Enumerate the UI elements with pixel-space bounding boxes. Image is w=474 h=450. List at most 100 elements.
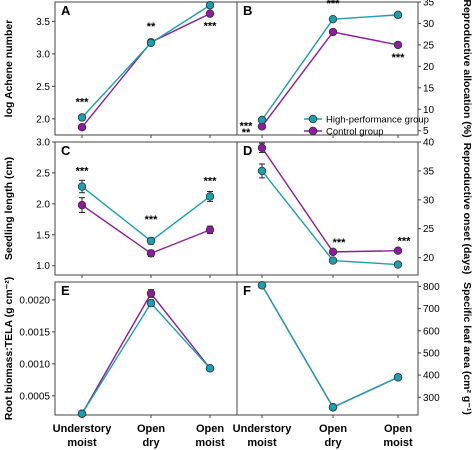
y-tick-label: 400 — [423, 371, 440, 382]
data-point-control — [146, 249, 156, 258]
y-tick-label: 25 — [423, 40, 435, 51]
y-tick-label: 2.0 — [36, 114, 50, 125]
y-tick-label: 35 — [423, 0, 435, 9]
panel-E: E 0.0005 0.0010 0.0015 0.0020 Root biomass:TE… — [3, 277, 238, 420]
significance-stars: *** — [392, 52, 406, 64]
panel-label-B: B — [243, 3, 252, 18]
panel-label-E: E — [61, 283, 70, 298]
data-point-high — [205, 364, 215, 373]
data-point-high — [146, 298, 156, 308]
x-tick-label: moist — [247, 437, 277, 449]
significance-stars: *** — [398, 236, 412, 248]
series-line-control — [81, 204, 211, 255]
y-tick-label: 3.0 — [36, 138, 50, 149]
y-tick-label: 300 — [423, 393, 440, 404]
x-tick-label: dry — [142, 437, 160, 449]
y-tick-label: 3.0 — [36, 49, 50, 60]
legend-label-high: High-performance group — [326, 115, 429, 126]
legend-marker-high — [308, 114, 318, 124]
data-point-control — [77, 200, 87, 210]
panel-C: C 1.0 1.5 2.0 2.5 3.0 Seedling length (cm) *** *… — [3, 138, 238, 278]
data-point-high — [77, 113, 87, 122]
data-point-high — [257, 115, 267, 125]
data-point-high — [146, 38, 156, 48]
data-point-control — [393, 40, 403, 50]
significance-stars: *** — [76, 96, 90, 108]
data-point-high — [146, 236, 156, 246]
data-point-high — [205, 1, 215, 10]
data-point-control — [393, 246, 403, 255]
legend-label-control: Control group — [326, 127, 384, 138]
series-line-high — [261, 284, 399, 409]
data-point-high — [77, 409, 87, 418]
y-tick-label: 40 — [423, 138, 435, 149]
y-tick-label: 700 — [423, 304, 440, 315]
data-point-high — [77, 182, 87, 191]
x-tick-label: Open — [137, 423, 165, 435]
y-axis-label-E: Root biomass:TELA (g cm⁻²) — [3, 277, 15, 420]
y-axis-label-B: Reproductive allocation (%) — [461, 0, 473, 138]
data-point-high — [393, 260, 403, 269]
y-axis-label-F: Specific leaf area (cm² g⁻¹) — [461, 282, 473, 415]
data-point-high — [328, 403, 338, 412]
data-point-high — [393, 10, 403, 20]
panel-label-A: A — [61, 3, 71, 18]
y-tick-label: 5 — [423, 126, 429, 137]
y-tick-label: 500 — [423, 348, 440, 359]
y-axis-label-C: Seedling length (cm) — [3, 157, 15, 260]
y-tick-label: 10 — [423, 105, 435, 116]
x-tick-label: Open — [319, 423, 347, 435]
significance-stars: *** — [204, 175, 218, 187]
y-tick-label: 2.0 — [36, 199, 50, 210]
significance-stars: ** — [242, 127, 251, 139]
data-point-control — [328, 247, 338, 257]
y-tick-label: 15 — [423, 83, 435, 94]
data-point-control — [77, 123, 87, 132]
data-point-high — [257, 281, 267, 290]
x-tick-label: Open — [384, 423, 412, 435]
y-tick-label: 1.5 — [36, 230, 50, 241]
x-tick-label: moist — [67, 437, 97, 449]
y-tick-label: 30 — [423, 19, 435, 30]
y-tick-label: 35 — [423, 166, 435, 177]
panel-F-frame — [236, 281, 419, 416]
x-tick-label: dry — [324, 437, 342, 449]
y-tick-label: 1.0 — [36, 261, 50, 272]
data-point-control — [257, 143, 267, 152]
y-tick-label: 0.0010 — [19, 359, 50, 370]
y-axis-label-A: log Achene number — [3, 20, 15, 118]
x-tick-label: moist — [195, 437, 225, 449]
panel-label-C: C — [61, 143, 71, 158]
series-line-control — [261, 284, 399, 409]
panel-label-D: D — [243, 143, 252, 158]
series-line-high — [81, 301, 211, 415]
significance-stars: *** — [204, 21, 218, 33]
legend-marker-control — [308, 126, 318, 136]
data-point-control — [146, 289, 156, 298]
data-point-control — [328, 27, 338, 37]
x-tick-label: Understory — [53, 423, 113, 435]
series-line-control — [261, 147, 399, 253]
y-axis-label-D: Reproductive onset (days) — [461, 143, 473, 275]
significance-stars: *** — [145, 214, 159, 226]
significance-stars: *** — [240, 120, 254, 132]
significance-stars: *** — [76, 166, 90, 178]
y-tick-label: 3.5 — [36, 17, 50, 28]
panel-B-frame — [236, 1, 419, 136]
x-tick-label: moist — [383, 437, 413, 449]
y-tick-label: 600 — [423, 326, 440, 337]
y-tick-label: 2.5 — [36, 168, 50, 179]
y-tick-label: 20 — [423, 62, 435, 73]
y-tick-label: 0.0005 — [19, 391, 50, 402]
x-tick-label: Open — [196, 423, 224, 435]
panel-B: B 5 10 15 20 25 30 35 Reproductive allocation (%… — [236, 0, 473, 138]
y-tick-label: 30 — [423, 195, 435, 206]
data-point-high — [393, 373, 403, 382]
data-point-high — [328, 256, 338, 265]
significance-stars: *** — [333, 237, 347, 249]
y-tick-label: 20 — [423, 253, 435, 264]
